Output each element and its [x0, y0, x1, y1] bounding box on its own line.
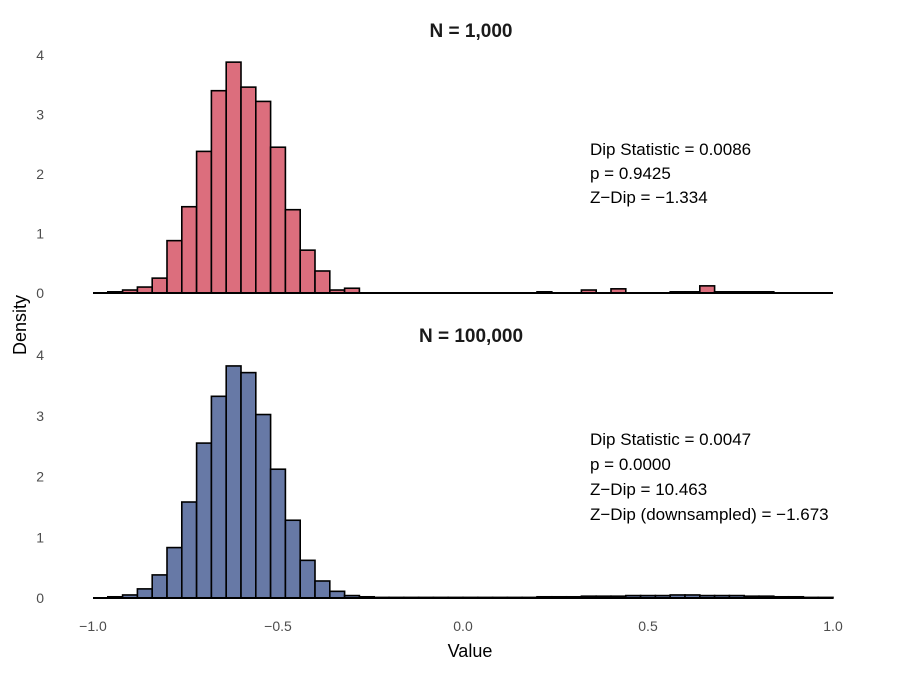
y-tick-label: 1 [36, 226, 44, 242]
histogram-bar-bottom [210, 395, 227, 599]
bars-top [107, 61, 775, 294]
histogram-bar-top [299, 249, 316, 294]
histogram-bar-bottom [255, 413, 272, 599]
histogram-bar-bottom [195, 442, 213, 599]
x-axis-ticks: −1.0 −0.5 0.0 0.5 1.0 [79, 618, 843, 634]
panel-title-bottom: N = 100,000 [419, 326, 523, 347]
histogram-bar-top [195, 150, 213, 294]
y-tick-label: 3 [36, 107, 44, 123]
x-tick-label: −0.5 [264, 618, 292, 634]
panel-top: N = 1,000 0 1 2 3 4 Dip Statistic = 0.0086 p… [36, 21, 833, 301]
histogram-bar-bottom [151, 574, 168, 599]
stat-line: Dip Statistic = 0.0047 [590, 430, 751, 449]
y-tick-label: 0 [36, 590, 44, 606]
histogram-bar-top [181, 205, 198, 294]
histogram-bar-top [314, 270, 331, 294]
histogram-bar-bottom [166, 546, 183, 599]
histogram-bar-top [225, 61, 242, 294]
y-tick-label: 4 [36, 347, 44, 363]
y-tick-label: 2 [36, 166, 44, 182]
histogram-bar-bottom [299, 559, 316, 599]
histogram-bar-bottom [328, 590, 346, 599]
x-tick-label: −1.0 [79, 618, 107, 634]
y-tick-label: 3 [36, 408, 44, 424]
histogram-bar-bottom [284, 519, 301, 599]
y-tick-label: 4 [36, 47, 44, 63]
panel-bottom: N = 100,000 0 1 2 3 4 Dip Statistic = 0.0047… [36, 326, 834, 606]
histogram-bar-bottom [314, 580, 331, 599]
histogram-bar-bottom [225, 365, 242, 599]
x-axis-title: Value [448, 641, 493, 661]
histogram-bar-bottom [181, 501, 198, 599]
x-tick-label: 1.0 [823, 618, 843, 634]
x-tick-label: 0.5 [638, 618, 658, 634]
histogram-bar-top [284, 208, 301, 294]
y-tick-label: 0 [36, 285, 44, 301]
histogram-bar-bottom [240, 371, 257, 599]
histogram-bar-top [166, 239, 183, 294]
stat-line: Z−Dip = −1.334 [590, 188, 708, 207]
histogram-bar-top [151, 277, 168, 294]
histogram-bar-top [210, 89, 227, 294]
stats-top: Dip Statistic = 0.0086 p = 0.9425 Z−Dip … [590, 140, 751, 207]
y-tick-label: 1 [36, 529, 44, 545]
x-tick-label: 0.0 [453, 618, 473, 634]
histogram-bar-bottom [269, 468, 287, 599]
histogram-bar-bottom [136, 588, 153, 599]
y-axis-title: Density [10, 295, 30, 355]
stat-line: Z−Dip (downsampled) = −1.673 [590, 505, 829, 524]
y-ticks-bottom: 0 1 2 3 4 [36, 347, 44, 606]
histogram-bar-top [255, 100, 272, 294]
stats-bottom: Dip Statistic = 0.0047 p = 0.0000 Z−Dip … [590, 430, 829, 524]
y-tick-label: 2 [36, 469, 44, 485]
histogram-bar-top [240, 86, 257, 294]
histogram-bar-top [698, 285, 716, 294]
stat-line: Z−Dip = 10.463 [590, 480, 707, 499]
stat-line: p = 0.9425 [590, 164, 671, 183]
histogram-bar-top [269, 146, 287, 294]
stat-line: Dip Statistic = 0.0086 [590, 140, 751, 159]
y-ticks-top: 0 1 2 3 4 [36, 47, 44, 301]
bars-bottom [107, 365, 834, 599]
panel-title-top: N = 1,000 [430, 21, 513, 42]
stat-line: p = 0.0000 [590, 455, 671, 474]
